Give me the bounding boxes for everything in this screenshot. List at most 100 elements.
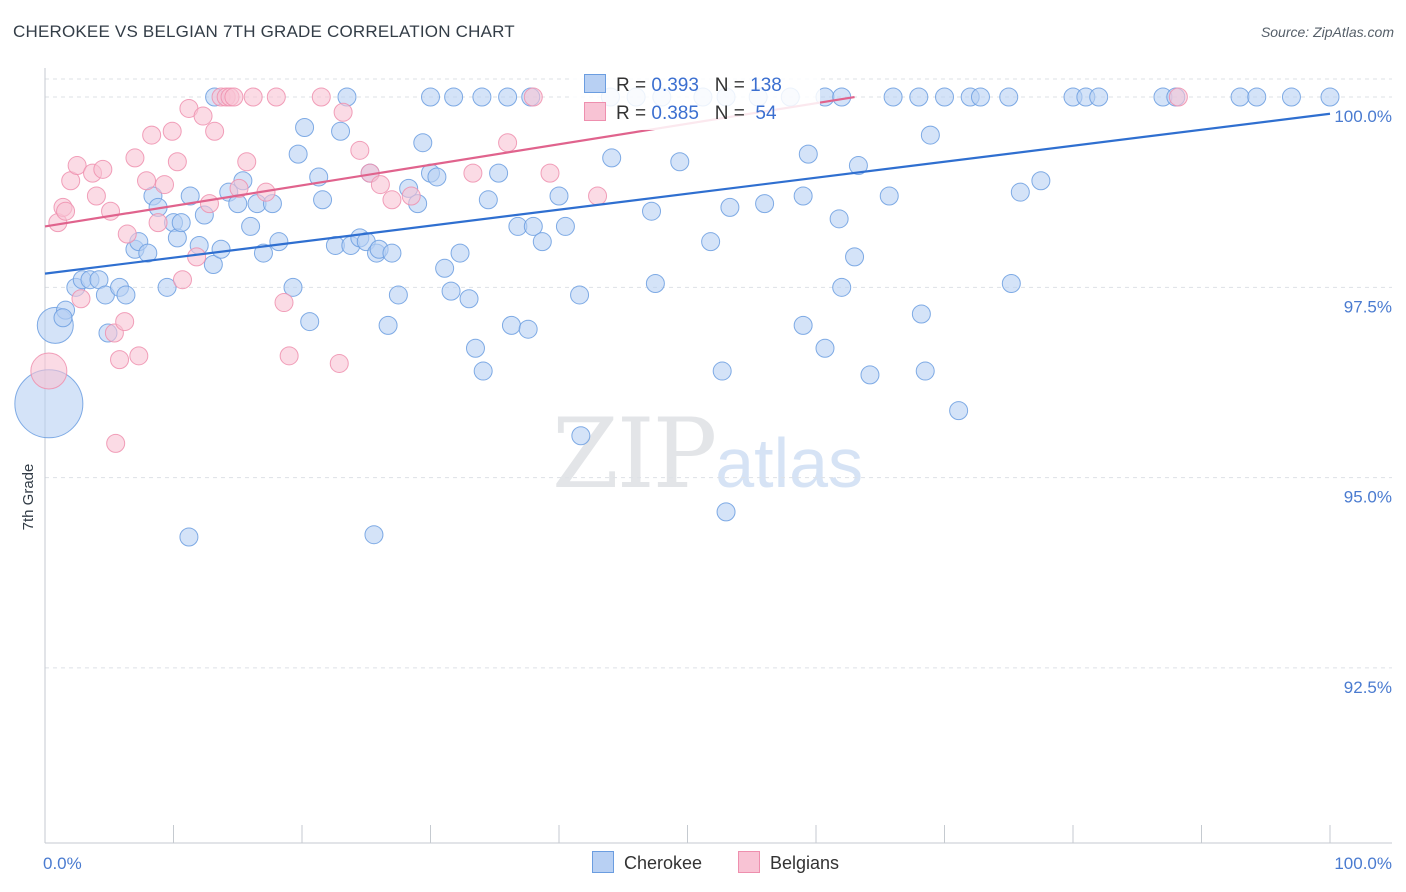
cherokee-point bbox=[211, 239, 231, 259]
cherokee-point bbox=[421, 87, 440, 107]
cherokee-point bbox=[331, 121, 351, 141]
legend-n-label: N = bbox=[714, 75, 751, 96]
cherokee-point bbox=[157, 277, 177, 297]
belgians-point bbox=[540, 163, 560, 183]
cherokee-point bbox=[180, 186, 200, 206]
bottom-legend-cherokee: Cherokee bbox=[592, 851, 702, 874]
belgians-point bbox=[279, 346, 299, 366]
cherokee-point bbox=[241, 216, 261, 236]
cherokee-point bbox=[555, 216, 575, 236]
cherokee-point bbox=[571, 426, 591, 446]
belgians-point bbox=[148, 213, 168, 233]
belgians-point bbox=[588, 186, 608, 206]
cherokee-point bbox=[382, 243, 402, 263]
cherokee-trend-line bbox=[44, 112, 1331, 275]
cherokee-point bbox=[1089, 87, 1109, 107]
cherokee-point bbox=[911, 304, 931, 324]
cherokee-point bbox=[645, 274, 665, 294]
cherokee-point bbox=[1281, 87, 1301, 107]
cherokee-point bbox=[793, 315, 813, 335]
cherokee-point bbox=[915, 361, 935, 381]
cherokee-point bbox=[701, 232, 721, 252]
belgians-point bbox=[401, 186, 421, 206]
cherokee-point bbox=[602, 148, 622, 168]
cherokee-point bbox=[269, 232, 289, 252]
belgians-point bbox=[370, 175, 390, 195]
belgians-point bbox=[93, 159, 113, 179]
belgians-point bbox=[199, 194, 219, 214]
cherokee-point bbox=[179, 527, 199, 547]
belgians-point bbox=[142, 125, 162, 145]
cherokee-point bbox=[829, 209, 849, 229]
cherokee-point bbox=[459, 289, 479, 309]
bottom-legend-label-belgians: Belgians bbox=[770, 853, 840, 873]
cherokee-point bbox=[450, 243, 470, 263]
cherokee-point bbox=[313, 190, 333, 210]
legend-r-label: R = bbox=[616, 103, 652, 124]
cherokee-point bbox=[1247, 87, 1267, 107]
cherokee-point bbox=[549, 186, 569, 206]
belgians-point bbox=[523, 87, 543, 107]
cherokee-point bbox=[1010, 182, 1030, 202]
belgians-point bbox=[56, 201, 76, 221]
cherokee-point bbox=[970, 87, 990, 107]
cherokee-point bbox=[378, 315, 398, 335]
cherokee-point bbox=[879, 186, 899, 206]
axes bbox=[44, 68, 1392, 844]
belgians-point bbox=[71, 289, 91, 309]
cherokee-point bbox=[253, 243, 273, 263]
belgians-point bbox=[274, 293, 294, 313]
cherokee-point bbox=[570, 285, 590, 305]
cherokee-point bbox=[1031, 171, 1051, 191]
x-tick-label: 0.0% bbox=[43, 854, 82, 873]
cherokee-point bbox=[832, 277, 852, 297]
belgians-point bbox=[229, 178, 249, 198]
belgians-point bbox=[498, 133, 518, 153]
legend-r-value-belgians: 0.385 bbox=[651, 103, 699, 124]
cherokee-point bbox=[920, 125, 940, 145]
cherokee-point bbox=[295, 117, 315, 137]
legend-n-value-belgians: 54 bbox=[750, 103, 777, 124]
belgians-point bbox=[205, 121, 225, 141]
cherokee-point bbox=[465, 338, 485, 358]
legend-r-label: R = bbox=[616, 75, 652, 96]
belgians-point bbox=[117, 224, 137, 244]
cherokee-point bbox=[413, 133, 433, 153]
belgians-point bbox=[172, 270, 192, 290]
belgians-point bbox=[224, 87, 244, 107]
cherokee-point bbox=[171, 213, 191, 233]
belgians-point bbox=[243, 87, 263, 107]
cherokee-point bbox=[716, 502, 736, 522]
cherokee-point bbox=[755, 194, 775, 214]
bottom-legend-swatch-cherokee bbox=[592, 851, 614, 873]
legend-n-value-cherokee: 138 bbox=[750, 75, 782, 96]
cherokee-point bbox=[444, 87, 464, 107]
y-axis-label: 7th Grade bbox=[20, 464, 37, 531]
belgians-point bbox=[67, 156, 87, 176]
cherokee-point bbox=[793, 186, 813, 206]
legend-n-label: N = bbox=[714, 103, 751, 124]
cherokee-point bbox=[798, 144, 818, 164]
belgians-point bbox=[162, 121, 182, 141]
cherokee-point bbox=[203, 254, 223, 274]
cherokee-point bbox=[518, 319, 538, 339]
cherokee-point bbox=[815, 338, 835, 358]
legend-row-cherokee: R = 0.393 N = 138 bbox=[584, 74, 782, 97]
cherokee-point bbox=[501, 315, 521, 335]
cherokee-point bbox=[478, 190, 498, 210]
legend-box bbox=[570, 68, 820, 130]
y-tick-label: 100.0% bbox=[1334, 107, 1392, 126]
cherokee-point bbox=[532, 232, 552, 252]
cherokee-point bbox=[909, 87, 929, 107]
cherokee-point bbox=[473, 361, 493, 381]
cherokee-point bbox=[498, 87, 518, 107]
chart-title: CHEROKEE VS BELGIAN 7TH GRADE CORRELATIO… bbox=[13, 22, 515, 41]
belgians-point bbox=[382, 190, 402, 210]
bottom-legend-belgians: Belgians bbox=[738, 851, 839, 874]
cherokee-point bbox=[712, 361, 732, 381]
belgians-point bbox=[30, 352, 68, 390]
cherokee-point bbox=[845, 247, 865, 267]
belgians-point bbox=[110, 350, 130, 370]
series-cherokee bbox=[14, 87, 1340, 547]
belgians-point bbox=[237, 152, 257, 172]
